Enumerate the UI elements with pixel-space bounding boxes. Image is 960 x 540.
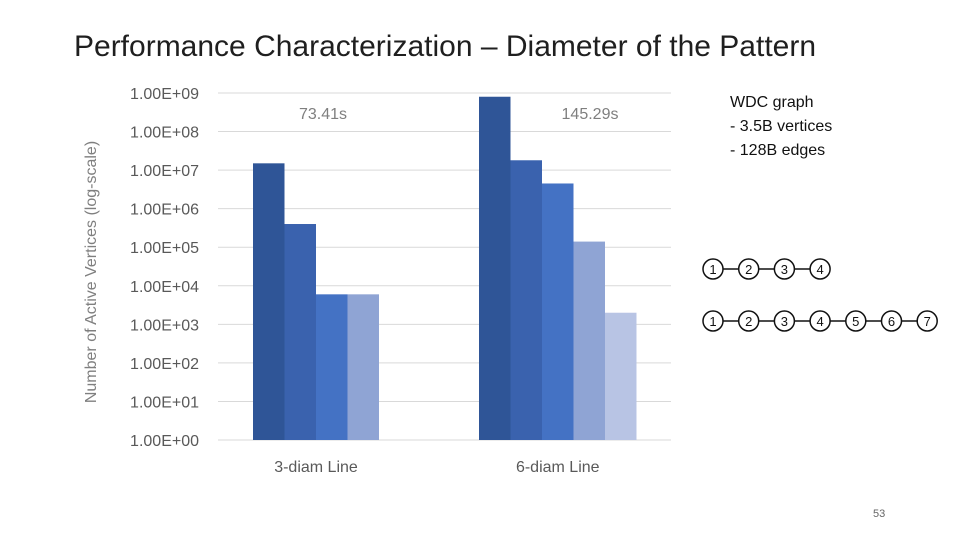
time-annotation: 73.41s bbox=[299, 106, 347, 123]
pattern-node-label: 4 bbox=[816, 314, 823, 329]
pattern-node-circle bbox=[773, 310, 796, 332]
pattern-node-circle bbox=[916, 310, 938, 332]
pattern-node: 3 bbox=[773, 310, 796, 332]
pattern-node-label: 2 bbox=[745, 262, 752, 277]
pattern-node-circle bbox=[845, 310, 867, 332]
pattern-node-label: 6 bbox=[888, 314, 895, 329]
y-tick-label: 1.00E+07 bbox=[130, 163, 199, 180]
time-annotation: 145.29s bbox=[562, 106, 619, 123]
bar bbox=[347, 294, 379, 440]
info-line-vertices: - 3.5B vertices bbox=[730, 118, 833, 135]
y-tick-label: 1.00E+09 bbox=[130, 86, 199, 103]
y-tick-label: 1.00E+08 bbox=[130, 125, 199, 142]
pattern-node: 5 bbox=[845, 310, 867, 332]
pattern-node: 6 bbox=[880, 310, 903, 332]
pattern-node: 4 bbox=[809, 258, 831, 280]
pattern-node-circle bbox=[702, 258, 724, 280]
pattern-node-label: 2 bbox=[745, 314, 752, 329]
pattern-node: 1 bbox=[702, 258, 724, 280]
page-number: 53 bbox=[873, 508, 886, 520]
y-tick-label: 1.00E+00 bbox=[130, 433, 199, 450]
pattern-node: 1 bbox=[702, 310, 724, 332]
bar bbox=[479, 96, 511, 440]
info-line-edges: - 128B edges bbox=[730, 142, 826, 159]
info-line-graph: WDC graph bbox=[730, 94, 814, 111]
x-category-label: 6-diam Line bbox=[516, 459, 600, 476]
pattern-node-label: 1 bbox=[709, 314, 716, 329]
pattern-node-circle bbox=[773, 258, 796, 280]
bar bbox=[284, 224, 316, 440]
pattern-node-circle bbox=[702, 310, 724, 332]
pattern-node-circle bbox=[737, 258, 760, 280]
y-tick-label: 1.00E+06 bbox=[130, 202, 199, 219]
y-tick-label: 1.00E+03 bbox=[130, 317, 199, 334]
y-tick-label: 1.00E+02 bbox=[130, 356, 199, 373]
y-tick-label: 1.00E+04 bbox=[130, 279, 199, 296]
bar bbox=[573, 241, 605, 440]
bar bbox=[316, 294, 348, 440]
bar bbox=[253, 163, 285, 440]
pattern-node-circle bbox=[809, 310, 831, 332]
pattern-node-label: 7 bbox=[924, 314, 931, 329]
bars bbox=[253, 96, 637, 441]
bar bbox=[510, 160, 542, 441]
pattern-node: 2 bbox=[737, 310, 760, 332]
bar bbox=[605, 312, 637, 440]
pattern-node-circle bbox=[737, 310, 760, 332]
x-category-label: 3-diam Line bbox=[274, 459, 358, 476]
y-tick-label: 1.00E+01 bbox=[130, 394, 199, 411]
pattern-node-circle bbox=[809, 258, 831, 280]
time-annotations: 73.41s 145.29s bbox=[299, 106, 618, 123]
slide-title: Performance Characterization – Diameter … bbox=[74, 30, 817, 63]
pattern-node-label: 4 bbox=[816, 262, 823, 277]
pattern-node-label: 1 bbox=[709, 262, 716, 277]
graph-info: WDC graph - 3.5B vertices - 128B edges bbox=[730, 91, 832, 163]
pattern-node-circle bbox=[880, 310, 903, 332]
y-tick-label: 1.00E+05 bbox=[130, 240, 199, 257]
bar bbox=[542, 183, 574, 440]
y-axis-ticks: 1.00E+00 1.00E+01 1.00E+02 1.00E+03 1.00E+04… bbox=[130, 86, 199, 450]
pattern-node-label: 5 bbox=[852, 314, 859, 329]
pattern-node: 2 bbox=[737, 258, 760, 280]
pattern-node-label: 3 bbox=[781, 262, 788, 277]
pattern-node-label: 3 bbox=[781, 314, 788, 329]
pattern-line-2: 1 2 3 4 5 6 7 bbox=[702, 310, 938, 332]
pattern-node: 7 bbox=[916, 310, 938, 332]
x-axis-categories: 3-diam Line 6-diam Line bbox=[274, 459, 599, 476]
pattern-node: 4 bbox=[809, 310, 831, 332]
pattern-line-1: 1 2 3 4 bbox=[702, 258, 831, 280]
y-axis-title: Number of Active Vertices (log-scale) bbox=[83, 141, 100, 403]
pattern-node: 3 bbox=[773, 258, 796, 280]
